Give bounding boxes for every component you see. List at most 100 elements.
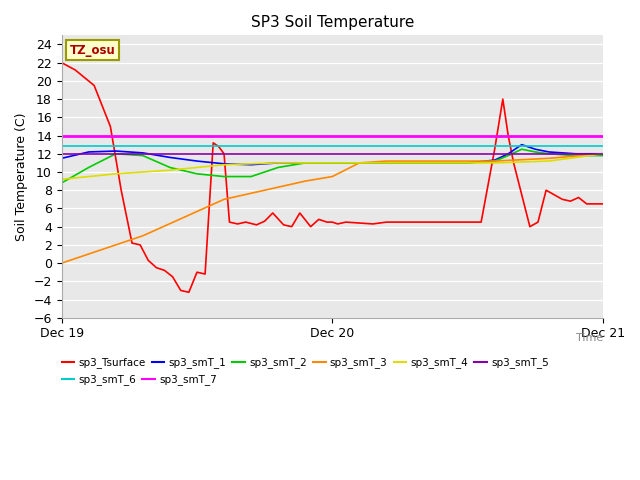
sp3_smT_2 [518, 146, 525, 152]
sp3_smT_5 [599, 151, 607, 156]
sp3_smT_4 [436, 160, 444, 166]
sp3_smT_1 [220, 161, 228, 167]
sp3_smT_2 [464, 160, 472, 166]
sp3_smT_1 [85, 149, 93, 155]
sp3_smT_1 [464, 160, 472, 166]
sp3_smT_1 [166, 155, 173, 160]
sp3_smT_4 [383, 160, 390, 166]
sp3_smT_1 [328, 160, 336, 166]
sp3_smT_4 [112, 171, 120, 177]
sp3_smT_5 [58, 151, 65, 156]
sp3_smT_3 [99, 247, 106, 252]
sp3_smT_7 [328, 132, 336, 138]
sp3_smT_4 [220, 162, 228, 168]
Text: Time: Time [576, 333, 603, 343]
sp3_smT_2 [572, 153, 580, 158]
sp3_Tsurface [599, 201, 607, 207]
sp3_smT_4 [491, 160, 499, 166]
sp3_smT_3 [58, 260, 65, 266]
sp3_smT_1 [193, 158, 201, 164]
sp3_smT_1 [531, 146, 539, 152]
Text: TZ_osu: TZ_osu [70, 44, 116, 57]
sp3_smT_1 [572, 151, 580, 156]
sp3_smT_3 [328, 174, 336, 180]
sp3_smT_1 [410, 160, 417, 166]
sp3_smT_2 [355, 160, 363, 166]
sp3_smT_3 [139, 233, 147, 239]
Line: sp3_smT_1: sp3_smT_1 [61, 144, 603, 165]
sp3_smT_3 [355, 160, 363, 166]
Line: sp3_Tsurface: sp3_Tsurface [61, 63, 603, 292]
sp3_smT_3 [180, 215, 188, 220]
sp3_smT_5 [328, 151, 336, 156]
sp3_smT_2 [58, 180, 65, 186]
sp3_Tsurface [201, 271, 209, 277]
sp3_smT_2 [491, 158, 499, 164]
sp3_smT_7 [599, 132, 607, 138]
sp3_smT_2 [85, 165, 93, 170]
sp3_smT_5 [193, 151, 201, 156]
sp3_smT_2 [436, 160, 444, 166]
sp3_smT_1 [247, 162, 255, 168]
sp3_smT_3 [220, 196, 228, 202]
Line: sp3_smT_2: sp3_smT_2 [61, 149, 603, 183]
Y-axis label: Soil Temperature (C): Soil Temperature (C) [15, 112, 28, 241]
sp3_smT_7 [193, 132, 201, 138]
sp3_smT_4 [275, 160, 282, 166]
sp3_smT_1 [599, 151, 607, 156]
sp3_Tsurface [583, 201, 591, 207]
sp3_smT_2 [504, 153, 512, 158]
sp3_smT_2 [531, 149, 539, 155]
sp3_Tsurface [209, 140, 217, 146]
sp3_Tsurface [58, 60, 65, 66]
sp3_smT_1 [383, 160, 390, 166]
sp3_smT_4 [58, 177, 65, 182]
sp3_Tsurface [436, 219, 444, 225]
Title: SP3 Soil Temperature: SP3 Soil Temperature [251, 15, 414, 30]
sp3_smT_3 [301, 178, 309, 184]
sp3_smT_3 [260, 187, 268, 193]
sp3_smT_4 [545, 158, 553, 164]
sp3_smT_2 [301, 160, 309, 166]
sp3_smT_2 [220, 174, 228, 180]
sp3_smT_2 [166, 165, 173, 170]
sp3_smT_4 [599, 151, 607, 156]
sp3_smT_2 [247, 174, 255, 180]
sp3_smT_2 [545, 151, 553, 156]
sp3_smT_2 [383, 160, 390, 166]
sp3_smT_3 [383, 158, 390, 164]
sp3_smT_1 [58, 156, 65, 161]
sp3_Tsurface [534, 219, 542, 225]
sp3_smT_4 [139, 169, 147, 175]
sp3_smT_2 [410, 160, 417, 166]
sp3_smT_4 [328, 160, 336, 166]
sp3_smT_2 [139, 153, 147, 158]
sp3_smT_1 [504, 151, 512, 156]
sp3_smT_1 [112, 148, 120, 154]
sp3_smT_3 [545, 156, 553, 161]
sp3_smT_7 [464, 132, 472, 138]
sp3_smT_6 [328, 144, 336, 149]
sp3_smT_1 [518, 142, 525, 147]
Legend: sp3_smT_6, sp3_smT_7: sp3_smT_6, sp3_smT_7 [61, 374, 217, 385]
sp3_smT_1 [355, 160, 363, 166]
sp3_smT_4 [193, 165, 201, 170]
sp3_smT_2 [599, 153, 607, 158]
sp3_smT_6 [193, 144, 201, 149]
sp3_smT_1 [275, 160, 282, 166]
sp3_Tsurface [185, 289, 193, 295]
sp3_smT_4 [166, 168, 173, 173]
sp3_smT_1 [301, 160, 309, 166]
sp3_smT_6 [599, 144, 607, 149]
sp3_smT_1 [545, 149, 553, 155]
sp3_smT_6 [58, 144, 65, 149]
sp3_smT_3 [599, 151, 607, 156]
sp3_smT_1 [436, 160, 444, 166]
Line: sp3_smT_4: sp3_smT_4 [61, 154, 603, 180]
sp3_smT_1 [139, 150, 147, 156]
sp3_Tsurface [491, 146, 499, 152]
sp3_smT_2 [112, 151, 120, 156]
sp3_smT_3 [491, 158, 499, 164]
sp3_smT_1 [491, 157, 499, 163]
sp3_smT_2 [193, 171, 201, 177]
